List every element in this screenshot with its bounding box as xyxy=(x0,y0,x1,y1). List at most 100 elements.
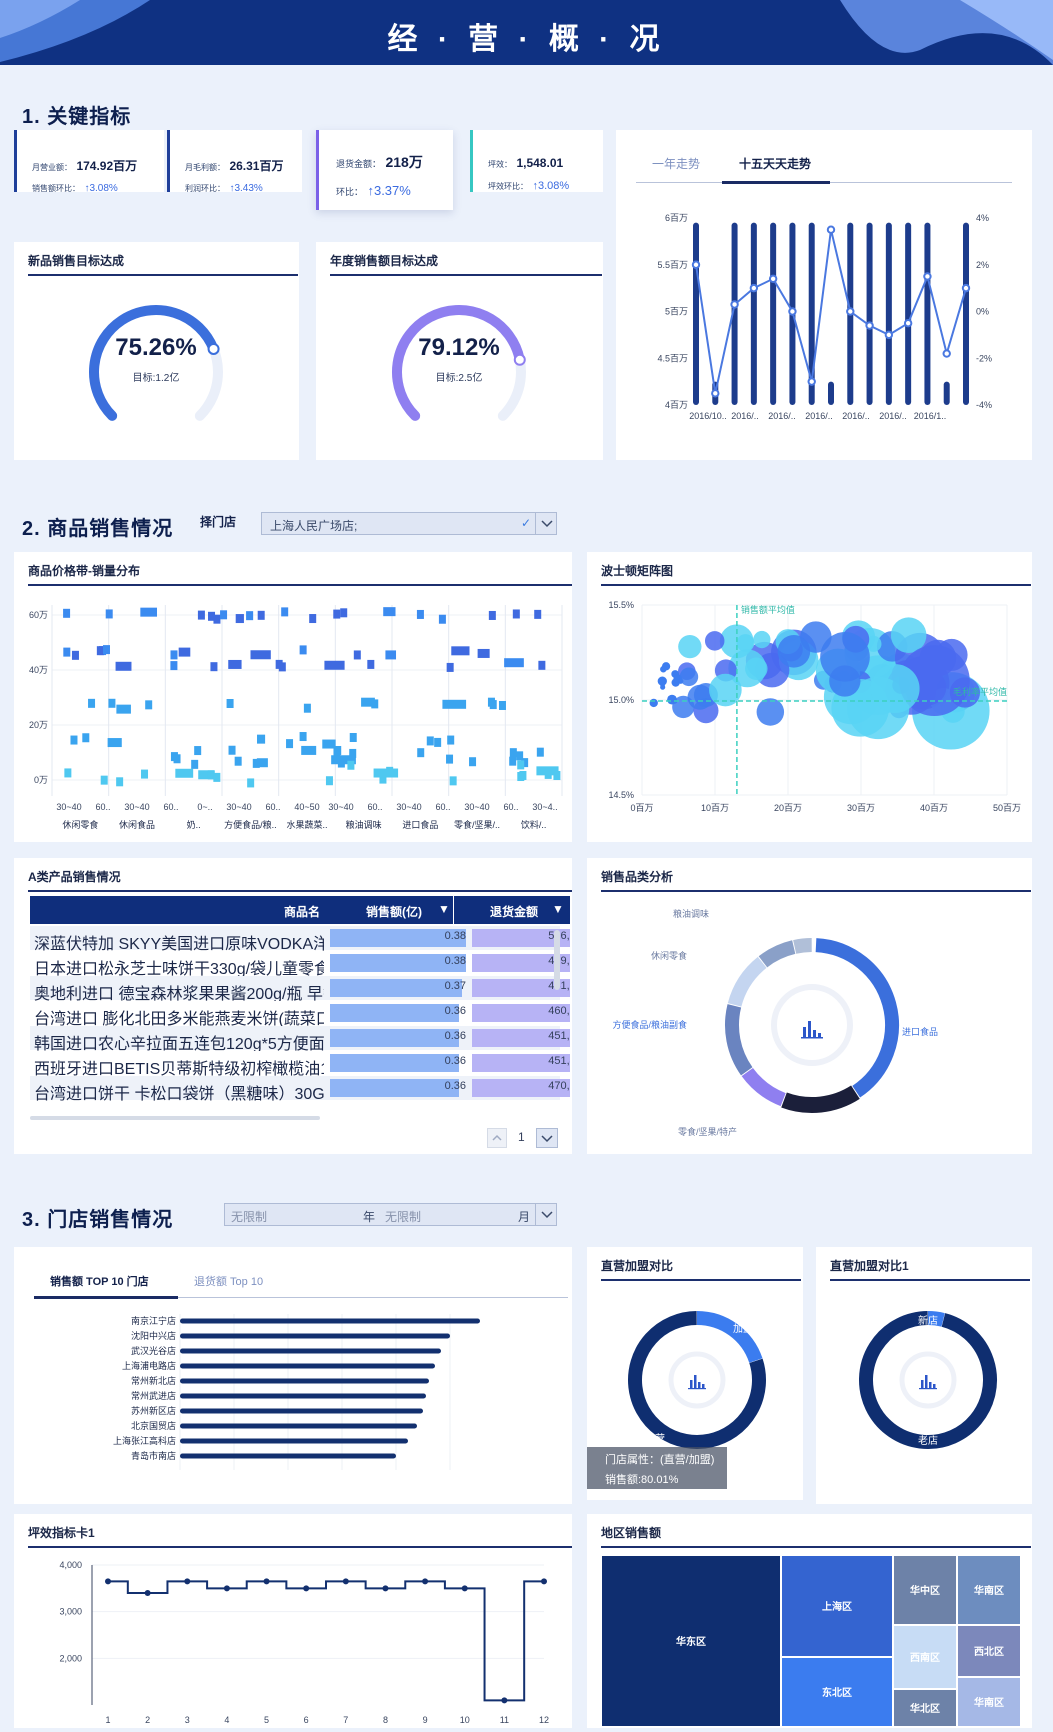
tab-sales-top10[interactable]: 销售额 TOP 10 门店 xyxy=(50,1276,149,1288)
trend-bar xyxy=(808,222,815,405)
table-cell-sales-value: 0.37 xyxy=(444,980,466,992)
top-stores-card: 销售额 TOP 10 门店 退货额 Top 10 南京江宁店 沈阳中兴店 武汉光谷店… xyxy=(14,1247,572,1504)
table-cell-product-name: 奥地利进口 德宝森林浆果果酱200g/瓶 早餐伙伴 xyxy=(34,986,324,1003)
x-axis-category-label: 休闲食品 xyxy=(119,819,155,830)
gauge-progress-dot xyxy=(207,342,220,355)
scatter-point xyxy=(228,659,242,669)
table-row[interactable]: 奥地利进口 德宝森林浆果果酱200g/瓶 早餐伙伴0.37441,607 xyxy=(30,976,570,1003)
year-select-placeholder[interactable]: 无限制 xyxy=(231,1210,268,1224)
table-cell-returns-value: 470,933 xyxy=(548,1080,570,1092)
x-axis-tick-label: 4 xyxy=(224,1715,229,1725)
scatter-point xyxy=(504,658,524,668)
scatter-point xyxy=(446,662,454,672)
table-row[interactable]: 台湾进口 膨化北田多米能燕麦米饼(蔬菜口味)100g/袋 0.36 460,250 xyxy=(30,1001,570,1028)
treemap-label: 西北区 xyxy=(974,1645,1004,1658)
scatter-point xyxy=(333,609,341,619)
tab-active-indicator xyxy=(722,181,830,184)
card-divider xyxy=(601,1546,1031,1548)
table-cell-sales-value: 0.38 xyxy=(444,930,466,942)
trend-point xyxy=(942,349,951,358)
line-point xyxy=(422,1578,429,1585)
scatter-point xyxy=(250,650,271,660)
bubble xyxy=(709,673,742,707)
table-cell-sales-bar xyxy=(330,954,466,972)
card-title: 直营加盟对比 xyxy=(601,1259,674,1273)
scatter-point xyxy=(197,610,205,620)
table-row[interactable]: 深蓝伏特加 SKYY美国进口原味VODKA洋酒 750ml/瓶0.38506,1… xyxy=(30,926,570,953)
y-axis-tick-label: 3,000 xyxy=(59,1607,82,1617)
scatter-point xyxy=(416,609,424,619)
bubble xyxy=(660,665,667,673)
store-label: 上海张江高科店 xyxy=(113,1435,176,1446)
store-bar xyxy=(180,1348,441,1354)
scatter-point xyxy=(235,614,244,624)
table-row[interactable]: 台湾进口饼干 卡松口袋饼（黑糖味）30G/袋 休闲点心 0.36 470,933 xyxy=(30,1076,570,1103)
scatter-point xyxy=(88,698,96,708)
tab-one-year-trend[interactable]: 一年走势 xyxy=(652,157,701,171)
card-title: 地区销售额 xyxy=(601,1526,662,1540)
store-bar xyxy=(180,1378,429,1384)
x-axis-tick-label: 0百万 xyxy=(630,803,653,813)
x-axis-tick-label: 11 xyxy=(500,1715,509,1725)
treemap-cell xyxy=(782,1556,892,1656)
kpi-value: 1,548.01 xyxy=(516,156,564,170)
gauge-progress-dot xyxy=(513,353,526,366)
donut-slice xyxy=(927,1311,945,1327)
next-page-button[interactable] xyxy=(536,1128,558,1148)
store-bar xyxy=(180,1453,396,1459)
scatter-point xyxy=(325,776,333,786)
x-axis-category-label: 进口食品 xyxy=(402,819,438,830)
chevron-down-icon[interactable] xyxy=(535,1204,558,1225)
table-scrollbar[interactable] xyxy=(554,930,560,990)
table-row[interactable]: 韩国进口农心辛拉面五连包120g*5方便面速食泡面 0.36 451,338 xyxy=(30,1026,570,1053)
line-point xyxy=(144,1590,151,1596)
scatter-point xyxy=(286,739,294,749)
year-month-filter[interactable]: 无限制 年 无限制 月 xyxy=(224,1203,557,1226)
chevron-down-icon[interactable] xyxy=(535,513,558,534)
tab-fifteen-day-trend[interactable]: 十五天天走势 xyxy=(739,157,812,171)
scatter-point xyxy=(516,751,524,761)
table-cell-sales-bar xyxy=(330,1004,459,1022)
trend-point xyxy=(730,300,739,309)
scatter-point xyxy=(512,609,520,619)
scatter-point xyxy=(509,748,517,758)
card-title: 波士顿矩阵图 xyxy=(601,564,674,578)
scatter-point xyxy=(322,739,336,749)
sort-down-icon[interactable]: ▼ xyxy=(552,902,564,916)
y-axis-tick-label: 60万 xyxy=(29,610,48,620)
scatter-point xyxy=(194,746,202,756)
page-header: 经 · 营 · 概 · 况 xyxy=(0,0,1053,65)
line-point xyxy=(105,1578,111,1585)
table-horizontal-scrollbar[interactable] xyxy=(30,1116,320,1120)
store-label: 南京江宁店 xyxy=(131,1315,176,1326)
x-axis-tick-label: 30~40 xyxy=(124,802,149,812)
column-header-product[interactable]: 商品名 xyxy=(283,905,320,919)
prev-page-button[interactable] xyxy=(487,1128,507,1148)
scatter-point xyxy=(213,614,221,624)
scatter-point xyxy=(509,756,517,766)
tooltip-line: 销售额:80.01% xyxy=(605,1474,679,1486)
check-icon: ✓ xyxy=(521,516,532,530)
table-row[interactable]: 日本进口松永芝士味饼干330g/袋儿童零食品配牛奶0.38479,268 xyxy=(30,951,570,978)
scatter-point xyxy=(373,768,399,778)
sort-down-icon[interactable]: ▼ xyxy=(438,902,450,916)
column-header-returns[interactable]: 退货金额 xyxy=(490,905,539,919)
table-row[interactable]: 西班牙进口BETIS贝蒂斯特级初榨橄榄油1L*2罐礼盒 0.36 451,413 xyxy=(30,1051,570,1078)
y-axis-tick-label: 40万 xyxy=(29,665,48,675)
column-header-sales[interactable]: 销售额(亿) xyxy=(366,905,422,919)
scatter-point xyxy=(213,772,221,782)
table-cell-sales-value: 0.36 xyxy=(444,1080,466,1092)
x-axis-category-label: 方便食品/粮.. xyxy=(224,819,277,830)
store-select[interactable]: 上海人民广场店; ✓ xyxy=(261,512,557,535)
x-axis-category-label: 休闲零食 xyxy=(62,819,98,830)
store-bar xyxy=(180,1363,435,1369)
scatter-point xyxy=(105,609,113,619)
donut-center xyxy=(771,984,853,1066)
month-select-placeholder[interactable]: 无限制 xyxy=(385,1210,422,1224)
scatter-point xyxy=(257,734,266,744)
x-axis-tick-label: 30~40 xyxy=(396,802,421,812)
scatter-point xyxy=(536,747,544,757)
tab-returns-top10[interactable]: 退货额 Top 10 xyxy=(194,1276,264,1288)
scatter-point xyxy=(102,645,110,655)
